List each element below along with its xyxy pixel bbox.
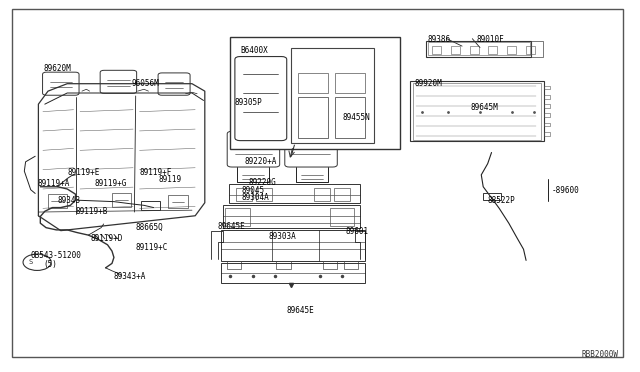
Text: 88522P: 88522P: [488, 196, 515, 205]
Bar: [48, 194, 67, 208]
Bar: [432, 46, 441, 54]
Bar: [544, 104, 550, 108]
Bar: [225, 208, 250, 226]
Bar: [221, 263, 365, 283]
Bar: [410, 81, 544, 141]
Bar: [291, 48, 374, 143]
Text: 89119+C: 89119+C: [136, 243, 168, 252]
Text: 96056M: 96056M: [131, 79, 159, 88]
Bar: [141, 201, 160, 210]
Bar: [334, 188, 350, 201]
Text: 89303A: 89303A: [269, 232, 296, 241]
Bar: [229, 184, 360, 203]
Bar: [256, 188, 272, 201]
Text: (5): (5): [44, 260, 58, 269]
Text: 89645E: 89645E: [287, 306, 314, 315]
Bar: [531, 41, 543, 57]
Bar: [323, 261, 337, 269]
Bar: [276, 261, 291, 269]
Bar: [236, 188, 252, 201]
Bar: [544, 113, 550, 117]
Bar: [426, 41, 531, 57]
Bar: [221, 230, 365, 261]
Bar: [227, 261, 241, 269]
Bar: [544, 123, 550, 126]
Text: S: S: [29, 259, 33, 265]
Text: 89645M: 89645M: [470, 103, 498, 112]
Text: 89601: 89601: [346, 227, 369, 236]
Text: 89119+A: 89119+A: [37, 179, 70, 187]
Text: 89045: 89045: [242, 186, 265, 195]
Bar: [112, 193, 131, 207]
Bar: [526, 46, 535, 54]
Text: 89220G: 89220G: [248, 178, 276, 187]
Bar: [488, 46, 497, 54]
Bar: [544, 86, 550, 89]
Bar: [344, 261, 358, 269]
Text: 89343+A: 89343+A: [114, 272, 147, 280]
Text: 89455N: 89455N: [342, 113, 370, 122]
Bar: [314, 188, 330, 201]
Text: 89305P: 89305P: [235, 98, 262, 107]
Bar: [168, 195, 188, 208]
Text: 88665Q: 88665Q: [136, 223, 163, 232]
Bar: [298, 97, 328, 138]
Bar: [544, 95, 550, 99]
Text: 89119+D: 89119+D: [91, 234, 124, 243]
Text: 89119+G: 89119+G: [95, 179, 127, 187]
Bar: [413, 83, 541, 140]
Text: 89119+E: 89119+E: [67, 169, 100, 177]
Bar: [298, 73, 328, 93]
Text: 89343: 89343: [58, 196, 81, 205]
Bar: [330, 208, 354, 226]
Text: 0B543-51200: 0B543-51200: [31, 251, 81, 260]
Bar: [230, 37, 400, 149]
Text: 89386: 89386: [428, 35, 451, 44]
Bar: [470, 46, 479, 54]
Text: -89600: -89600: [552, 186, 579, 195]
Text: 89920M: 89920M: [415, 79, 442, 88]
Text: 89119+B: 89119+B: [76, 207, 108, 216]
Text: RBB2000W: RBB2000W: [582, 350, 619, 359]
Bar: [428, 42, 530, 55]
Bar: [483, 193, 501, 200]
Bar: [544, 132, 550, 136]
Bar: [451, 46, 460, 54]
Bar: [508, 46, 516, 54]
Bar: [335, 73, 365, 93]
Text: 89304A: 89304A: [242, 193, 269, 202]
Text: 89220+A: 89220+A: [244, 157, 277, 166]
Text: 89620M: 89620M: [44, 64, 71, 73]
Text: 89010F: 89010F: [477, 35, 504, 44]
Text: 89119: 89119: [159, 175, 182, 184]
Text: 89645E: 89645E: [218, 222, 245, 231]
Text: B6400X: B6400X: [240, 46, 268, 55]
Bar: [223, 205, 360, 228]
Bar: [335, 97, 365, 138]
Text: 89119+F: 89119+F: [140, 169, 172, 177]
